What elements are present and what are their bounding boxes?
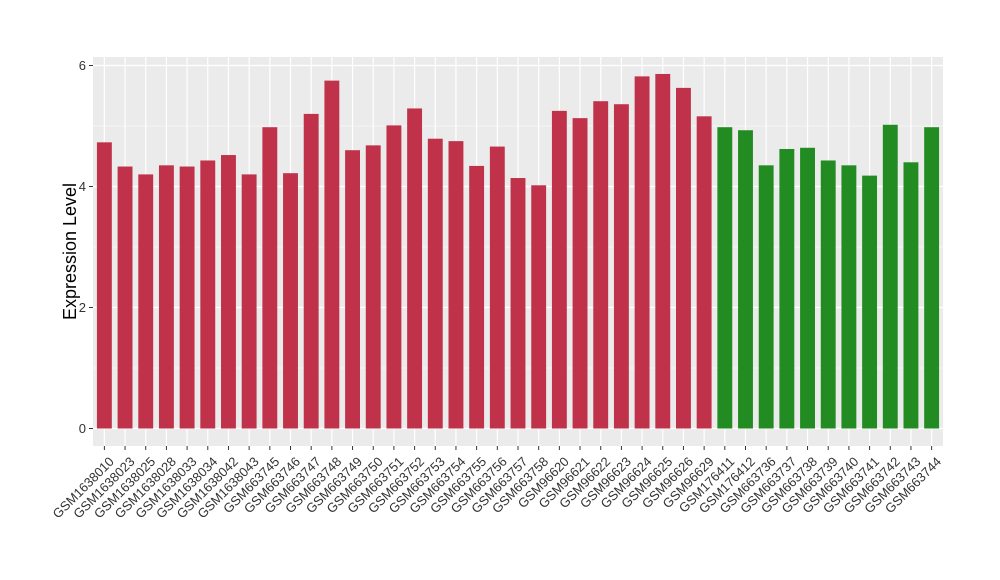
bar-GSM663758	[531, 185, 547, 429]
bar-GSM663737	[779, 148, 795, 429]
bar-GSM96622	[593, 101, 609, 429]
bar-GSM663738	[800, 147, 815, 429]
bar-GSM663754	[448, 141, 464, 429]
bar-GSM176412	[738, 130, 753, 429]
bar-GSM663749	[345, 150, 360, 429]
bar-GSM96626	[676, 87, 691, 429]
bar-GSM663747	[303, 113, 319, 429]
y-tick-label: 6	[79, 58, 86, 73]
bar-GSM1638042	[221, 155, 236, 429]
bar-GSM176411	[717, 127, 733, 429]
bar-GSM663748	[324, 80, 340, 429]
bar-GSM96620	[551, 110, 567, 429]
y-tick-label: 4	[79, 179, 86, 194]
x-axis: GSM1638010GSM1638023GSM1638025GSM1638028…	[50, 446, 944, 521]
bar-GSM1638023	[117, 166, 133, 429]
bar-GSM663740	[841, 165, 857, 429]
bar-GSM663746	[283, 173, 298, 429]
y-axis-title: Expression Level	[60, 183, 80, 320]
bar-GSM1638010	[96, 142, 112, 429]
bar-GSM663751	[386, 125, 402, 429]
bar-GSM1638025	[138, 174, 154, 429]
bar-GSM1638033	[179, 166, 195, 429]
bar-GSM96623	[613, 104, 629, 429]
bar-GSM663741	[862, 175, 878, 429]
bar-GSM663745	[262, 127, 278, 429]
y-axis: 0 2 4 6	[79, 58, 93, 436]
bar-GSM96621	[572, 118, 588, 429]
bar-GSM96625	[655, 73, 671, 429]
bar-GSM663736	[758, 165, 774, 429]
bar-GSM663753	[427, 138, 443, 429]
bar-GSM663750	[365, 145, 381, 429]
bar-GSM663742	[882, 124, 898, 429]
bar-GSM96629	[696, 116, 712, 429]
bar-GSM1638043	[241, 174, 257, 429]
bar-GSM1638028	[158, 165, 174, 429]
bar-GSM663752	[407, 108, 423, 429]
bar-GSM663743	[903, 162, 919, 429]
bar-GSM96624	[634, 76, 650, 429]
bars	[96, 73, 940, 429]
bar-GSM663755	[469, 165, 485, 429]
bar-GSM1638034	[200, 160, 216, 429]
y-tick-label: 2	[79, 300, 86, 315]
y-tick-label: 0	[79, 421, 86, 436]
bar-GSM663739	[820, 160, 836, 429]
bar-GSM663744	[924, 127, 940, 429]
bar-GSM663757	[510, 178, 526, 429]
bar-GSM663756	[489, 146, 505, 429]
